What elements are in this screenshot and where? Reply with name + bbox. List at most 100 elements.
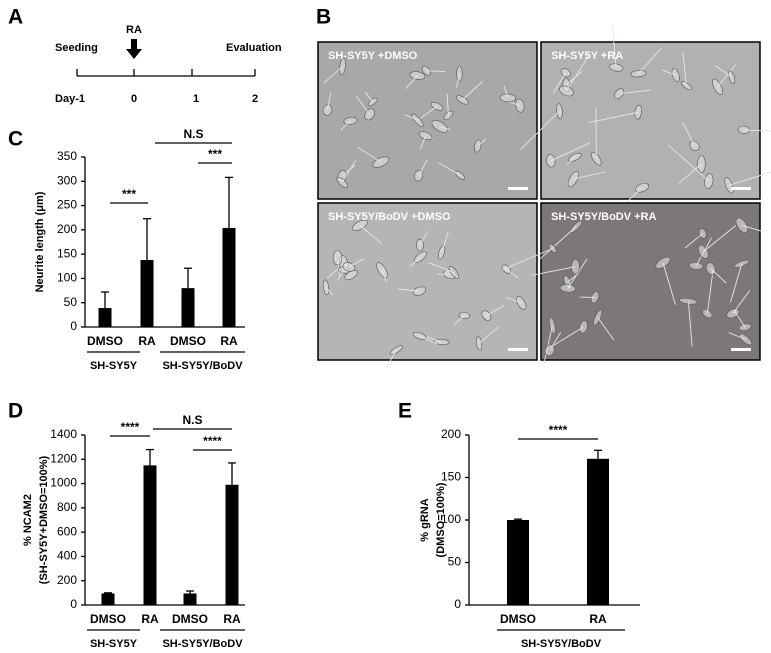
group-label: SH-SY5Y (90, 638, 138, 650)
panel-label: E (398, 400, 412, 423)
start-label: Seeding (55, 42, 98, 54)
neurite (456, 73, 460, 88)
neurite (326, 92, 332, 111)
neurite (566, 54, 590, 92)
bar-chart: E 0 50 100 150 200 % gRNA (DMSO=100%) DMSO RA SH-S… (398, 400, 640, 650)
y-axis-title: (DMSO=100%) (435, 482, 447, 557)
neurite (326, 263, 345, 279)
scale-bar (731, 187, 751, 190)
bar (140, 259, 154, 327)
neurite (552, 72, 567, 94)
day-label: 2 (252, 93, 258, 105)
neurite (397, 288, 420, 292)
neurite (323, 66, 343, 84)
neurite (506, 296, 522, 304)
neurite (417, 105, 438, 121)
cell (342, 262, 356, 272)
x-tick-label: DMSO (170, 334, 206, 348)
neurite (438, 162, 461, 176)
neurite (357, 146, 382, 163)
neurite (341, 160, 356, 183)
neurite (710, 268, 727, 284)
neurite (385, 349, 397, 369)
neurite (706, 271, 714, 314)
significance-label: N.S (182, 413, 202, 427)
panel-label: A (8, 6, 23, 29)
micrograph: SH-SY5Y +RA (520, 24, 771, 208)
y-tick-label: 250 (57, 198, 77, 212)
bar (98, 308, 112, 327)
neurite (661, 69, 676, 76)
neurite (567, 258, 588, 289)
y-tick-label: 200 (57, 573, 77, 587)
neurite (462, 80, 484, 101)
x-tick-label: RA (220, 334, 238, 348)
image-caption: SH-SY5Y/BoDV +DMSO (328, 211, 451, 223)
neurite (520, 110, 560, 150)
y-tick-label: 1200 (50, 451, 77, 465)
neurite (404, 114, 418, 121)
x-tick-label: DMSO (87, 334, 123, 348)
neurite (682, 51, 687, 86)
neurite (715, 65, 733, 78)
end-label: Evaluation (226, 42, 282, 54)
significance-label: **** (203, 434, 222, 448)
group-label: SH-SY5Y/BoDV (521, 638, 602, 650)
panel-label: D (8, 400, 23, 423)
micrograph: SH-SY5Y +DMSO (317, 41, 538, 200)
cell (698, 228, 707, 239)
cell (548, 317, 556, 334)
neurite (597, 317, 615, 341)
x-tick-label: RA (223, 612, 241, 626)
neurite (741, 224, 766, 233)
image-caption: SH-SY5Y +DMSO (328, 50, 418, 62)
bar (222, 227, 236, 327)
neurite (662, 262, 676, 305)
scale-bar (508, 348, 528, 351)
bar (507, 520, 529, 605)
neurite (618, 89, 652, 95)
group-label: SH-SY5Y (90, 360, 138, 372)
y-tick-label: 1000 (50, 476, 77, 490)
scale-bar (731, 348, 751, 351)
y-tick-label: 150 (57, 246, 77, 260)
image-caption: SH-SY5Y +RA (551, 50, 623, 62)
image-caption: SH-SY5Y/BoDV +RA (551, 211, 656, 223)
cell (568, 152, 582, 162)
cell (339, 58, 346, 76)
neurite (730, 263, 743, 303)
bar (143, 465, 157, 605)
neurite (337, 257, 341, 278)
y-tick-label: 0 (70, 319, 77, 333)
neurite (732, 290, 751, 314)
y-tick-label: 1400 (50, 427, 77, 441)
y-tick-label: 300 (57, 173, 77, 187)
y-tick-label: 350 (57, 149, 77, 163)
bar (587, 458, 609, 605)
y-tick-label: 100 (57, 271, 77, 285)
neurite (409, 256, 421, 268)
micrograph: SH-SY5Y/BoDV +RA (501, 202, 766, 367)
cell (414, 169, 424, 182)
neurite (532, 266, 576, 276)
neurite (428, 262, 455, 273)
cell (430, 101, 444, 111)
neurite (684, 233, 703, 249)
neurite (501, 247, 553, 271)
day-label: 0 (131, 93, 137, 105)
group-label: SH-SY5Y/BoDV (162, 638, 243, 650)
significance-label: **** (121, 420, 140, 434)
y-tick-label: 600 (57, 524, 77, 538)
arrow (126, 39, 142, 59)
neurite (566, 156, 576, 166)
x-tick-label: DMSO (500, 612, 536, 626)
y-axis-title: (SH-SY5Y+DMSO=100%) (38, 455, 50, 584)
scale-bar (508, 187, 528, 190)
cell (671, 68, 680, 83)
neurite (341, 164, 356, 177)
x-tick-label: RA (141, 612, 159, 626)
neurite (359, 225, 382, 244)
neurite (703, 225, 737, 253)
neurite (549, 331, 562, 351)
